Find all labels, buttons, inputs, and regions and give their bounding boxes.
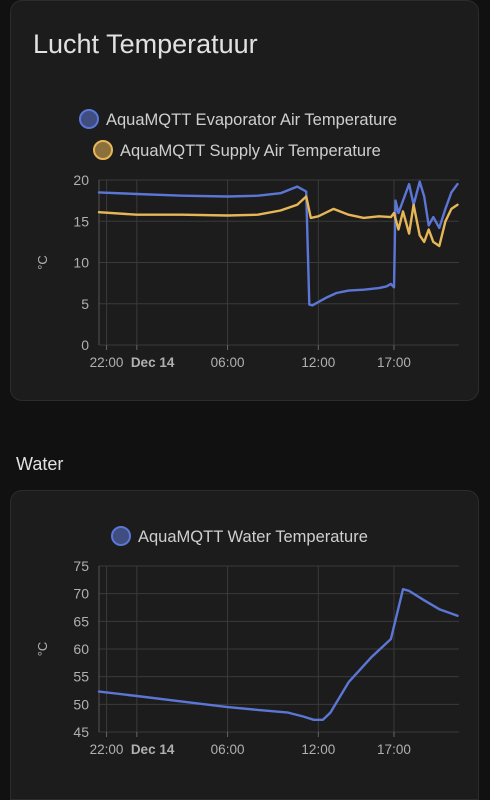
legend-swatch [111,526,131,546]
y-tick-label: 0 [81,337,89,353]
series-line[interactable] [97,587,459,722]
y-tick-label: 50 [73,696,89,712]
y-tick-label: 60 [73,641,89,657]
x-tick-label: 12:00 [301,742,335,757]
air-temperature-card: Lucht Temperatuur AquaMQTT Evaporator Ai… [10,0,479,401]
x-tick-label: 22:00 [90,742,124,757]
x-tick-label: 12:00 [301,355,335,370]
x-tick-label: 06:00 [211,355,245,370]
water-temperature-chart[interactable]: AquaMQTT Water Temperature 45 50 55 60 65 70 75… [11,491,479,800]
air-temperature-chart[interactable]: AquaMQTT Evaporator Air Temperature AquaM… [11,1,479,401]
y-axis-label: °C [35,642,50,657]
legend-item[interactable]: AquaMQTT Supply Air Temperature [93,140,381,160]
y-tick-label: 55 [73,669,89,685]
y-axis-label: °C [35,255,50,270]
legend-swatch [93,140,113,160]
y-tick-label: 10 [73,255,89,271]
legend-swatch [79,109,99,129]
card-title: Lucht Temperatuur [33,29,258,59]
section-title-water: Water [16,454,64,474]
y-tick-label: 65 [73,613,89,629]
water-temperature-card: AquaMQTT Water Temperature 45 50 55 60 65 70 75… [10,490,479,800]
y-tick-label: 20 [73,172,89,188]
y-tick-label: 5 [81,296,89,312]
x-tick-label: 17:00 [377,355,411,370]
x-tick-label: 22:00 [90,355,124,370]
x-tick-label: 06:00 [211,742,245,757]
x-tick-label: 17:00 [377,742,411,757]
legend-item[interactable]: AquaMQTT Evaporator Air Temperature [79,109,397,129]
legend-label: AquaMQTT Water Temperature [138,528,368,546]
y-tick-label: 45 [73,724,89,740]
y-tick-label: 75 [73,558,89,574]
x-tick-label: Dec 14 [131,355,175,370]
legend-item[interactable]: AquaMQTT Water Temperature [111,526,368,546]
series-line[interactable] [97,180,459,307]
legend-label: AquaMQTT Evaporator Air Temperature [106,111,397,129]
legend-label: AquaMQTT Supply Air Temperature [120,142,381,160]
y-tick-label: 15 [73,213,89,229]
series-line[interactable] [97,195,459,248]
y-tick-label: 70 [73,586,89,602]
x-tick-label: Dec 14 [131,742,175,757]
